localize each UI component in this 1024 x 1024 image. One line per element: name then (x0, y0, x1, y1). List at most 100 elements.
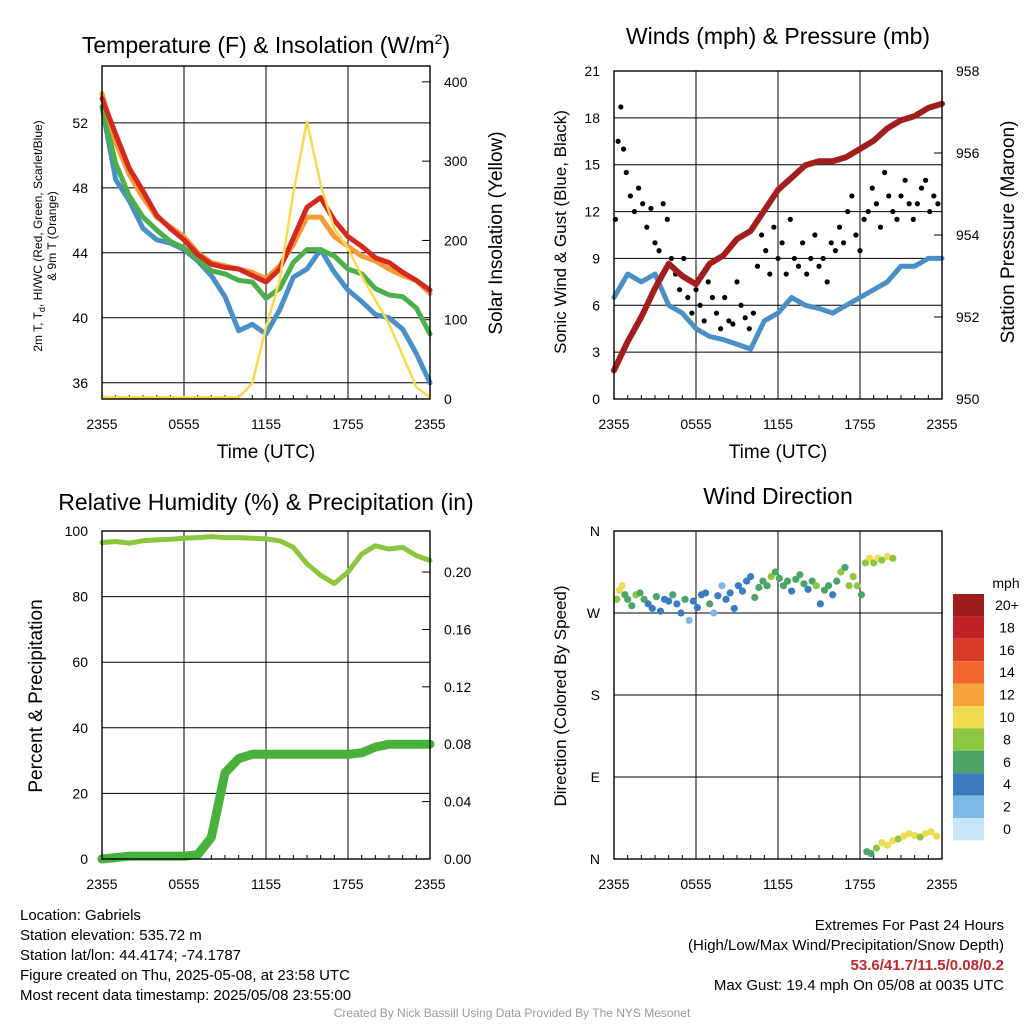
y-tick-label: 20 (72, 785, 88, 801)
plot-frame (101, 530, 431, 860)
credit-line: Created By Nick Bassill Using Data Provi… (333, 1006, 691, 1020)
y-tick-label: N (590, 523, 600, 539)
gust-point (701, 318, 707, 324)
gust-point (726, 318, 732, 324)
lat-lon-text: Station lat/lon: 44.4174; -74.1787 (20, 947, 242, 964)
temperature-series-line (100, 120, 432, 399)
direction-point (755, 583, 763, 592)
colorbar-label: 4 (1003, 776, 1011, 792)
precipitation-line (97, 739, 435, 864)
colorbar-label: 16 (999, 642, 1015, 658)
direction-point (656, 607, 665, 615)
direction-point (841, 563, 849, 572)
y-tick-label: W (587, 605, 601, 621)
direction-point (751, 593, 759, 602)
temperature-y-label: 2m T, Td, HI/WC (Red, Green, Scarlet/Blu… (31, 120, 47, 351)
y2-tick-label: 0.04 (444, 794, 471, 810)
gust-point (845, 208, 851, 215)
direction-point (738, 587, 747, 595)
humidity-y-label: Percent & Precipitation (26, 599, 47, 792)
colorbar-swatch (953, 616, 984, 639)
x-tick-label: 2355 (598, 416, 629, 432)
gust-point (677, 287, 683, 293)
direction-point (783, 577, 792, 585)
direction-point (796, 571, 804, 579)
direction-point (867, 849, 875, 858)
gust-point (927, 208, 933, 215)
direction-point (883, 552, 891, 561)
direction-point (889, 554, 897, 562)
gust-point (816, 263, 822, 269)
gust-point (759, 232, 765, 238)
temperature-x-label: Time (UTC) (217, 442, 316, 463)
colorbar-swatch (953, 638, 984, 662)
gust-point (775, 255, 781, 262)
y2-tick-label: 0.00 (444, 851, 471, 867)
gust-point (853, 232, 859, 238)
wind-direction-title: Wind Direction (703, 483, 853, 509)
gust-point (730, 321, 736, 327)
y2-tick-label: 0.08 (444, 736, 471, 752)
direction-point (894, 835, 902, 843)
direction-point (804, 585, 812, 593)
gust-point (882, 169, 888, 176)
direction-point (718, 582, 726, 590)
x-tick-label: 0555 (680, 876, 711, 892)
y2-tick-label: 200 (444, 232, 468, 248)
gust-point (923, 177, 929, 183)
direction-point (829, 591, 837, 599)
gust-point (615, 138, 621, 144)
x-tick-label: 1755 (844, 416, 875, 432)
x-tick-label: 0555 (168, 876, 199, 892)
x-tick-label: 2355 (414, 876, 445, 892)
colorbar-swatch (953, 728, 984, 751)
gust-point (742, 315, 748, 321)
gust-point (689, 310, 695, 316)
plot-frame (613, 70, 943, 400)
direction-point (706, 600, 714, 608)
y-tick-label: 9 (592, 250, 600, 266)
gust-point (873, 201, 880, 207)
direction-point (922, 829, 930, 838)
gust-point (804, 271, 810, 277)
direction-point (878, 556, 886, 564)
direction-point (853, 582, 861, 590)
gust-point (779, 240, 785, 246)
gust-point (734, 279, 740, 285)
temperature-series-line (99, 96, 433, 293)
y-tick-label: E (591, 769, 600, 785)
gust-point (660, 201, 666, 207)
y2-tick-label: 954 (956, 227, 980, 243)
gust-point (935, 201, 941, 207)
gust-point (812, 232, 818, 238)
x-tick-label: 1155 (763, 876, 793, 892)
direction-point (669, 591, 677, 599)
y2-tick-label: 952 (956, 309, 980, 325)
y2-tick-label: 300 (444, 153, 468, 169)
direction-point (763, 582, 771, 590)
direction-point (689, 597, 697, 605)
gust-point (795, 263, 802, 269)
location-text: Location: Gabriels (20, 907, 141, 924)
gust-point (620, 146, 627, 152)
gust-point (738, 302, 744, 308)
gust-point (914, 201, 921, 207)
colorbar-swatch (953, 683, 984, 706)
extremes-values: 53.6/41.7/11.5/0.08/0.2 (850, 957, 1004, 974)
direction-point (652, 593, 660, 601)
humidity-line (99, 534, 433, 586)
y-tick-label: N (590, 851, 600, 867)
humidity-plot-area: 2355 0555 1155 1755 2355 0 20 40 60 80 100 0.00 0.04… (65, 523, 472, 892)
direction-point (911, 831, 919, 839)
gust-point (644, 224, 650, 230)
x-tick-label: 1155 (763, 416, 793, 432)
wind-speed-line (611, 255, 945, 352)
y2-tick-label: 950 (956, 391, 980, 407)
gust-point (656, 248, 662, 254)
y2-tick-label: 956 (956, 145, 980, 161)
gust-point (898, 193, 904, 199)
y2-tick-label: 400 (444, 74, 468, 90)
x-tick-label: 0555 (680, 416, 711, 432)
gust-point (664, 216, 670, 222)
